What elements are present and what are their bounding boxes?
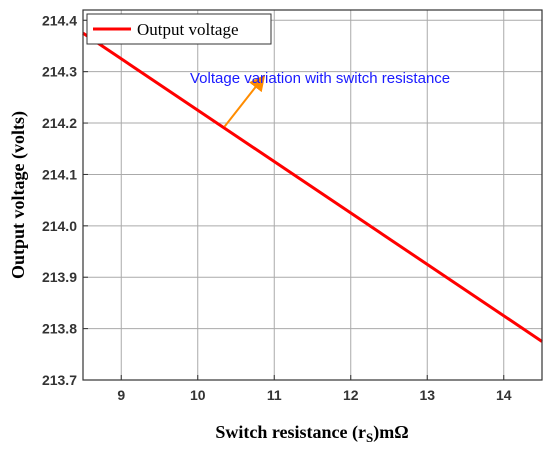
annotation-arrow <box>223 74 266 128</box>
y-tick-label: 213.9 <box>42 269 77 285</box>
annotation-text: Voltage variation with switch resistance <box>190 70 450 87</box>
legend-label-output-voltage: Output voltage <box>137 20 239 39</box>
plot-area <box>83 10 542 380</box>
annotations-group: Voltage variation with switch resistance <box>190 70 450 128</box>
y-tick-label: 214.4 <box>42 12 77 28</box>
x-axis-title-main: Switch resistance (r <box>215 422 366 443</box>
grid-lines <box>83 10 542 381</box>
x-tick-label: 12 <box>343 387 359 403</box>
plot-frame <box>82 9 543 381</box>
x-tick-label: 13 <box>419 387 435 403</box>
x-axis-title-subscript: S <box>366 430 373 445</box>
y-axis-title: Output voltage (volts) <box>8 111 29 279</box>
x-tick-label: 14 <box>496 387 512 403</box>
y-tick-label: 214.3 <box>42 64 77 80</box>
series-line-output-voltage <box>82 31 543 343</box>
x-tick-label: 11 <box>267 387 282 403</box>
x-axis-title-suffix: )mΩ <box>373 422 408 443</box>
y-tick-label: 214.2 <box>42 115 77 131</box>
x-axis-title: Switch resistance (rS)mΩ <box>215 422 408 445</box>
y-tick-label: 214.0 <box>42 218 77 234</box>
y-tick-label: 213.7 <box>42 372 77 388</box>
legend: Output voltage <box>86 13 272 45</box>
y-tick-label: 214.1 <box>42 166 77 182</box>
y-tick-label: 213.8 <box>42 321 77 337</box>
x-tick-label: 9 <box>117 387 125 403</box>
tick-labels: 9 10 11 12 13 14 213.7 213.8 213.9 214.0 214.1 214.… <box>42 12 512 403</box>
x-tick-label: 10 <box>190 387 206 403</box>
series-group <box>82 31 543 343</box>
